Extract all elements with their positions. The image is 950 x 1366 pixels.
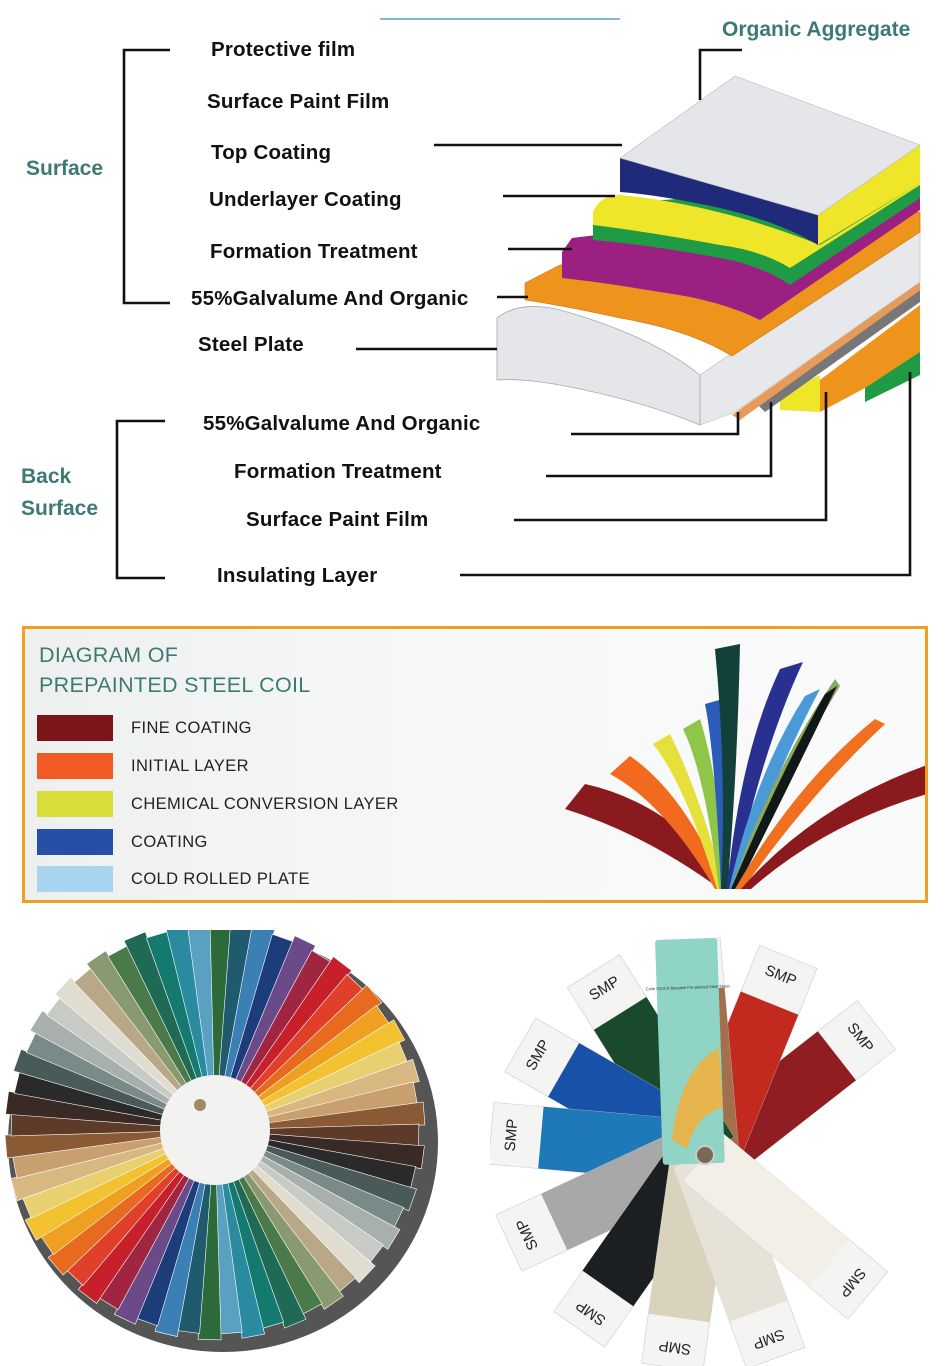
legend-swatch bbox=[37, 829, 113, 855]
legend-item-cold-rolled-plate: COLD ROLLED PLATE bbox=[37, 866, 310, 892]
layer-fan-illustration bbox=[565, 644, 925, 889]
fan-strip-darkred-left bbox=[565, 784, 735, 889]
legend-label: CHEMICAL CONVERSION LAYER bbox=[131, 794, 399, 813]
layer-label-surface-paint-film: Surface Paint Film bbox=[207, 90, 390, 113]
coil-layer-diagram bbox=[115, 18, 921, 580]
smp-cover-card: Color Card of Baosteel Pre-painted Steel… bbox=[646, 937, 731, 1165]
back-grey-layer bbox=[758, 290, 920, 412]
legend-item-initial-layer: INITIAL LAYER bbox=[37, 753, 249, 779]
legend-swatch bbox=[37, 753, 113, 779]
legend-swatch bbox=[37, 791, 113, 817]
back-surface-group-label: Back Surface bbox=[21, 461, 98, 525]
steel-front bbox=[496, 306, 701, 426]
leader-lines bbox=[115, 48, 912, 580]
legend-label: INITIAL LAYER bbox=[131, 756, 249, 775]
smp-cover-text: Color Card of Baosteel Pre-painted Steel… bbox=[646, 983, 731, 991]
legend-panel: DIAGRAM OF PREPAINTED STEEL COIL FINE CO… bbox=[22, 626, 928, 903]
layer-label-steel-plate: Steel Plate bbox=[198, 333, 304, 356]
fan-hub bbox=[160, 1075, 270, 1185]
legend-swatch bbox=[37, 715, 113, 741]
legend-swatch bbox=[37, 866, 113, 892]
surface-group-label: Surface bbox=[26, 157, 104, 180]
back-label: Back bbox=[21, 465, 72, 488]
color-swatch-strip bbox=[187, 930, 216, 1131]
fan-rivet bbox=[194, 1099, 206, 1111]
legend-label: FINE COATING bbox=[131, 718, 252, 737]
back-green-layer bbox=[865, 350, 920, 402]
yellow-side bbox=[818, 145, 920, 245]
layer-label-formation-treatment: Formation Treatment bbox=[210, 240, 418, 263]
back-label-insulating-layer: Insulating Layer bbox=[217, 564, 378, 587]
top-surface bbox=[619, 75, 921, 216]
card-rivet bbox=[695, 1145, 715, 1165]
ral-color-fan-photo bbox=[4, 930, 438, 1352]
back-orange-thin-layer bbox=[732, 282, 920, 420]
layer-label-galvalume: 55%Galvalume And Organic bbox=[191, 287, 469, 310]
layer-label-top-coating: Top Coating bbox=[211, 141, 332, 164]
legend-item-coating: COATING bbox=[37, 829, 208, 855]
layer-label-protective-film: Protective film bbox=[211, 38, 356, 61]
back-yellow-layer bbox=[780, 375, 820, 412]
fan-strip-darkred-right bbox=[741, 765, 925, 889]
fan-strip-orange-right bbox=[735, 719, 885, 889]
smp-swatch bbox=[683, 1133, 850, 1288]
organic-aggregate-label: Organic Aggregate bbox=[722, 18, 911, 41]
layer-label-underlayer-coating: Underlayer Coating bbox=[209, 188, 402, 211]
back-label-galvalume: 55%Galvalume And Organic bbox=[203, 412, 481, 435]
yellow-layer bbox=[593, 183, 920, 268]
fan-strip-darkgreen bbox=[715, 644, 740, 889]
fan-strip-black bbox=[731, 686, 837, 889]
legend-item-fine-coating: FINE COATING bbox=[37, 715, 252, 741]
legend-title-line2: PREPAINTED STEEL COIL bbox=[39, 673, 311, 697]
smp-color-card-photo: SMPSMPSMPSMPSMPSMPSMPSMPSMPSMPSMPColor C… bbox=[490, 937, 896, 1366]
smp-label: SMP bbox=[502, 1118, 522, 1152]
fan-strip-orange bbox=[610, 756, 725, 889]
legend-label: COLD ROLLED PLATE bbox=[131, 869, 310, 888]
legend-title-line1: DIAGRAM OF bbox=[39, 643, 179, 667]
fan-strip-yellow bbox=[653, 734, 725, 889]
smp-label: SMP bbox=[658, 1337, 693, 1358]
fan-strip-lightgreen bbox=[683, 719, 727, 889]
back-orange-layer bbox=[820, 305, 920, 412]
back-label-formation-treatment: Formation Treatment bbox=[234, 460, 442, 483]
legend-label: COATING bbox=[131, 832, 208, 851]
surface-label: Surface bbox=[21, 497, 99, 520]
blue-layer bbox=[620, 158, 818, 245]
back-label-surface-paint-film: Surface Paint Film bbox=[246, 508, 429, 531]
legend-item-chemical-conversion: CHEMICAL CONVERSION LAYER bbox=[37, 791, 399, 817]
